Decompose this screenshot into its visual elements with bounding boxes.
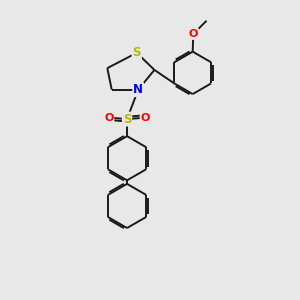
Text: S: S [133,46,141,59]
Text: S: S [123,112,131,126]
Text: O: O [141,112,150,123]
Text: N: N [133,83,143,96]
Text: O: O [104,112,113,123]
Text: O: O [189,29,198,39]
